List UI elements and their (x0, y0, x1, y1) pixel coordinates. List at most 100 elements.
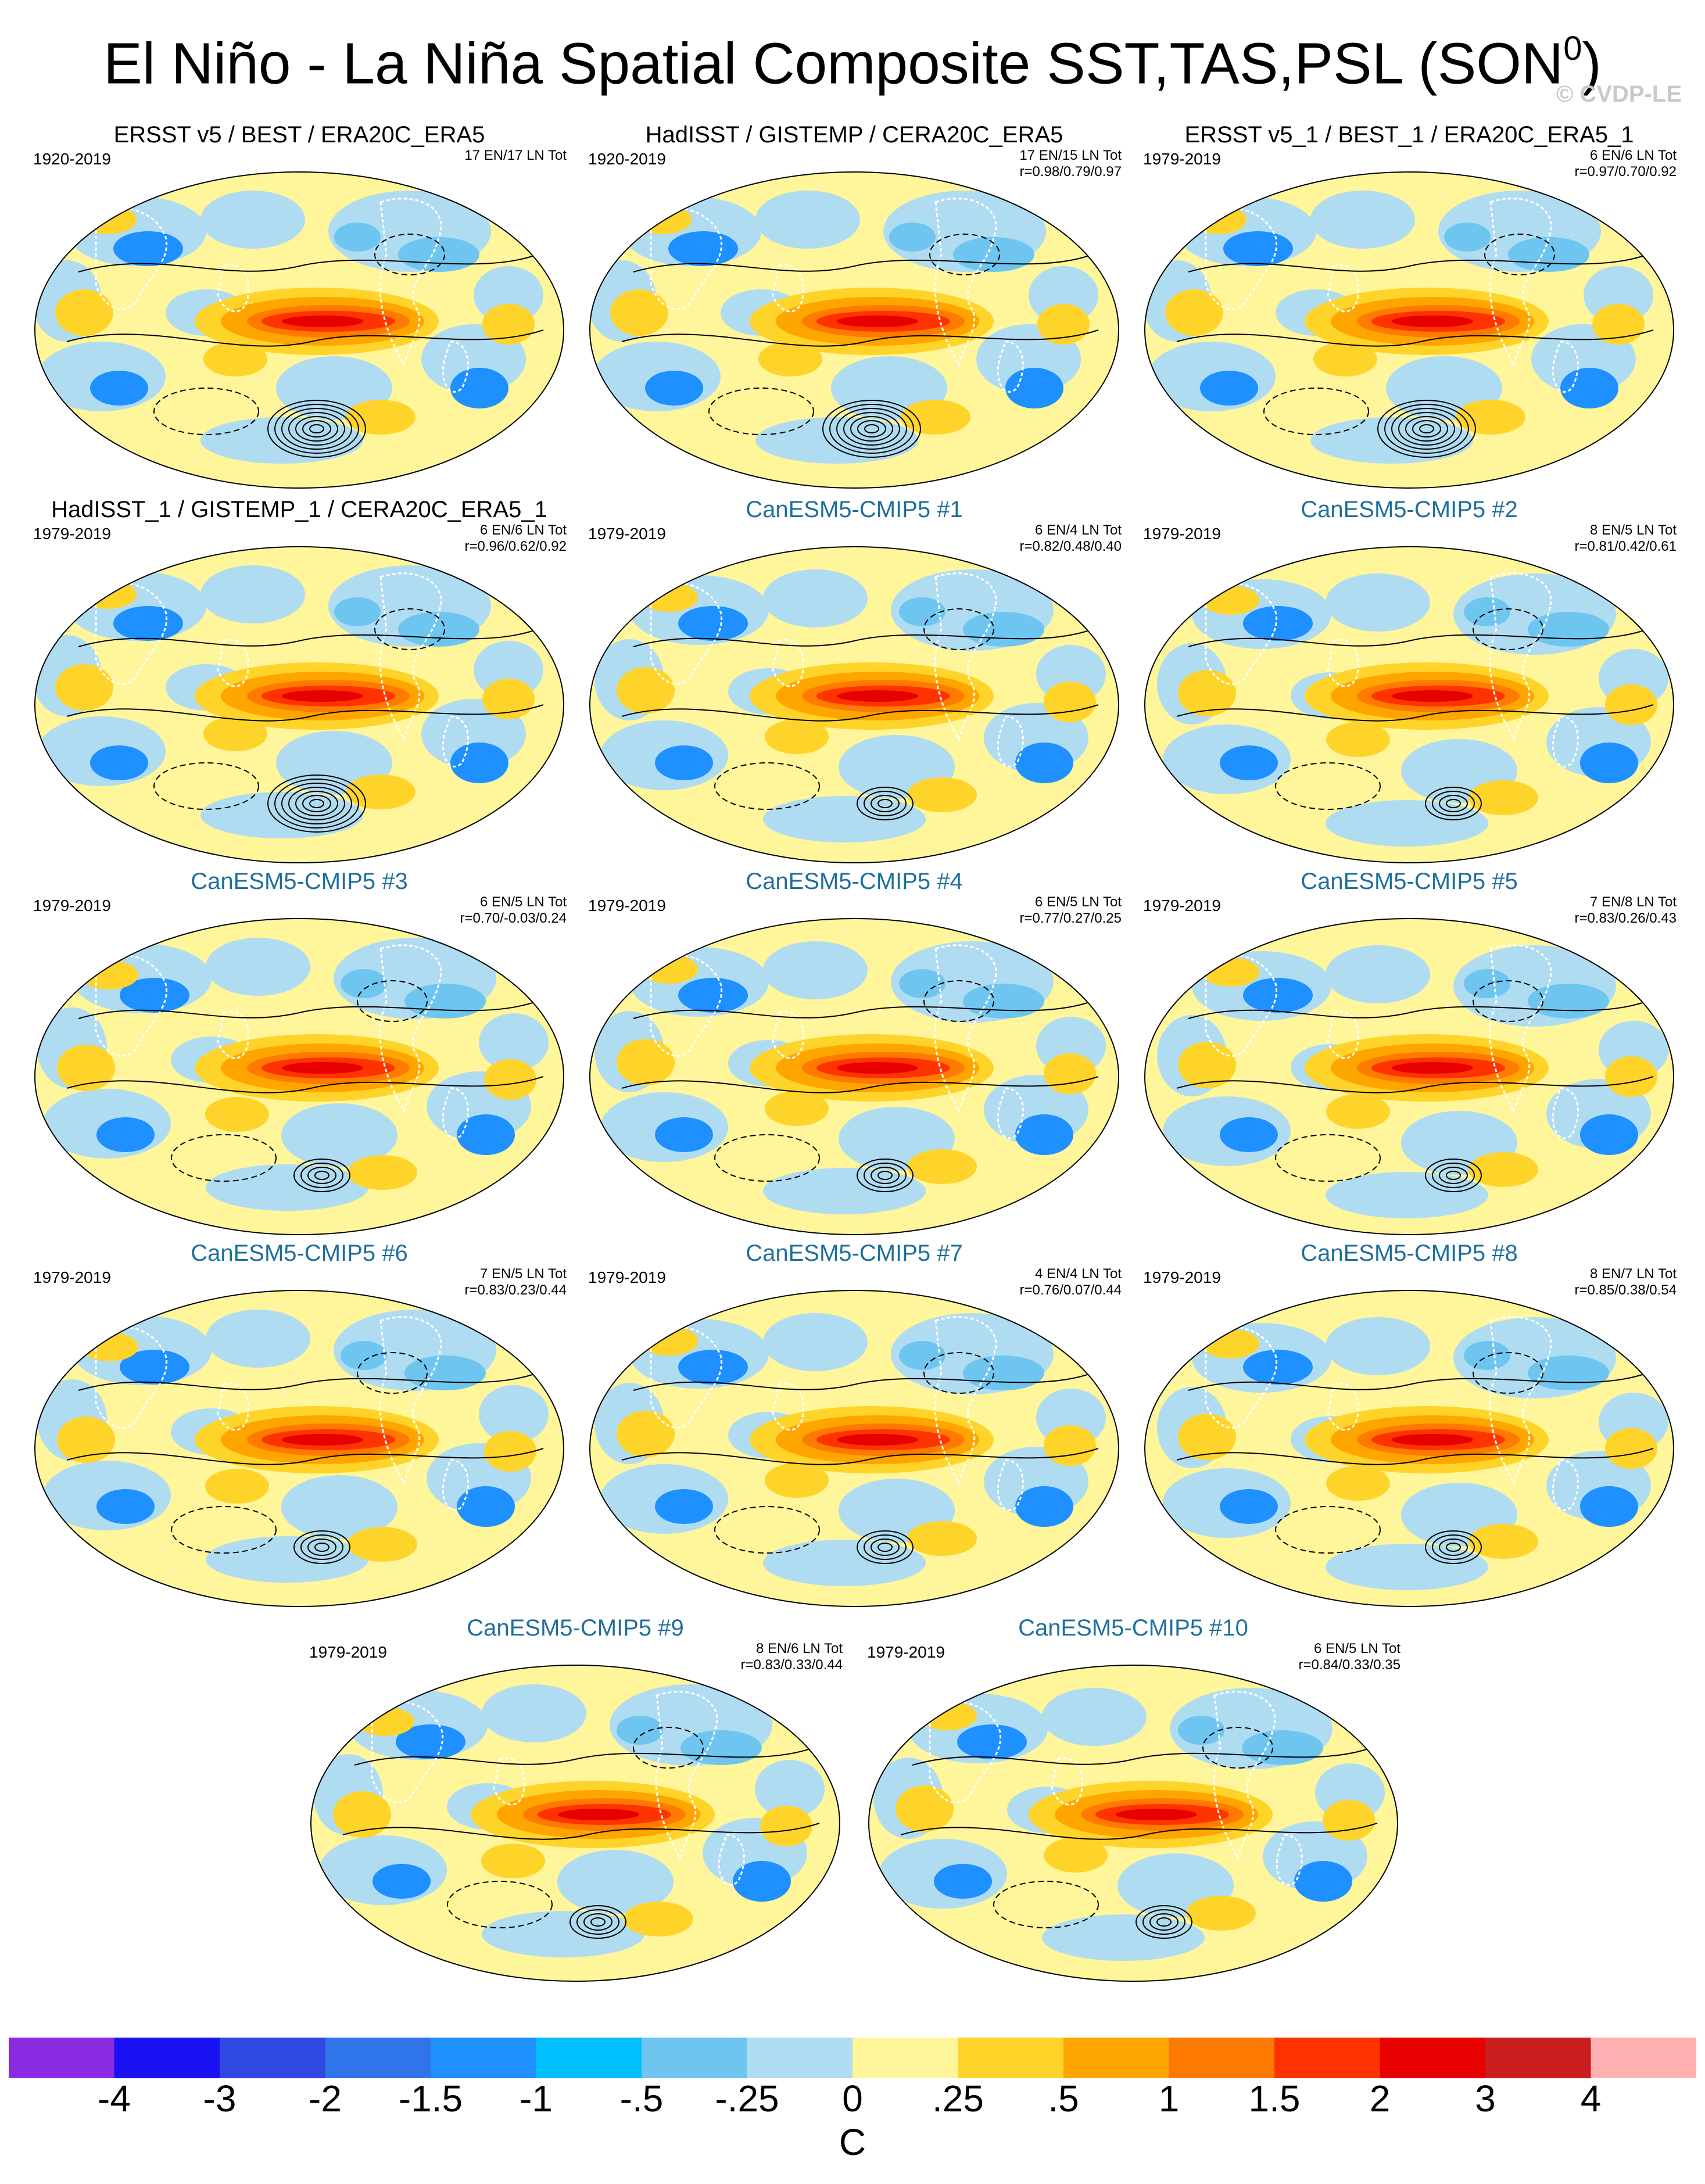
panel-stats: 6 EN/6 LN Tot r=0.96/0.62/0.92 (465, 522, 567, 555)
colorbar-tick-label: 4 (1580, 2078, 1602, 2120)
panel-stats: 6 EN/5 LN Tot r=0.84/0.33/0.35 (1299, 1641, 1400, 1673)
panel-stats: 4 EN/4 LN Tot r=0.76/0.07/0.44 (1020, 1266, 1122, 1299)
composite-map (868, 1665, 1398, 1982)
colorbar-units: C (839, 2121, 866, 2163)
panel-title: HadISST / GISTEMP / CERA20C_ERA5 (645, 122, 1063, 148)
event-count: 8 EN/7 LN Tot (1590, 1266, 1677, 1282)
composite-map (589, 918, 1119, 1235)
event-count: 6 EN/4 LN Tot (1035, 522, 1122, 538)
colorbar-swatch (325, 2038, 431, 2078)
colorbar-tick-label: -4 (98, 2078, 131, 2120)
panel-years: 1979-2019 (588, 525, 666, 543)
panel-stats: 6 EN/5 LN Tot r=0.70/-0.03/0.24 (460, 894, 567, 927)
panel-years: 1979-2019 (588, 896, 666, 915)
panel-years: 1979-2019 (33, 896, 111, 915)
pattern-correlation: r=0.82/0.48/0.40 (1019, 539, 1122, 554)
colorbar-swatch (852, 2038, 958, 2078)
panel-title: CanESM5-CMIP5 #3 (191, 869, 408, 894)
panel-years: 1979-2019 (33, 1268, 111, 1286)
panel-years: 1979-2019 (867, 1643, 945, 1661)
colorbar-tick-label: 0 (842, 2078, 863, 2120)
composite-map (589, 546, 1119, 863)
panel-years: 1979-2019 (1143, 150, 1221, 168)
map-panel: CanESM5-CMIP5 #5 1979-2019 7 EN/8 LN Tot r=… (1136, 869, 1682, 1240)
watermark: © CVDP-LE (1556, 81, 1682, 107)
composite-map (34, 1290, 564, 1607)
pattern-correlation: r=0.83/0.33/0.44 (740, 1657, 843, 1673)
pattern-correlation: r=0.96/0.62/0.92 (464, 539, 567, 554)
map-panel: ERSST v5_1 / BEST_1 / ERA20C_ERA5_1 1979-… (1136, 122, 1682, 494)
colorbar (9, 2038, 1696, 2078)
event-count: 6 EN/5 LN Tot (480, 894, 567, 910)
composite-map (1144, 546, 1674, 863)
panel-title: CanESM5-CMIP5 #10 (1018, 1615, 1248, 1641)
map-panel: CanESM5-CMIP5 #8 1979-2019 8 EN/7 LN Tot r=… (1136, 1240, 1682, 1612)
event-count: 7 EN/8 LN Tot (1590, 894, 1677, 910)
panel-years: 1979-2019 (588, 1268, 666, 1286)
panel-stats: 8 EN/5 LN Tot r=0.81/0.42/0.61 (1575, 522, 1677, 555)
colorbar-tick-label: .5 (1048, 2078, 1079, 2120)
panel-title: CanESM5-CMIP5 #6 (191, 1240, 408, 1266)
pattern-correlation: r=0.70/-0.03/0.24 (460, 910, 567, 926)
colorbar-tick-label: -2 (309, 2078, 342, 2120)
colorbar-tick-label: 2 (1369, 2078, 1391, 2120)
panel-title: CanESM5-CMIP5 #7 (746, 1240, 963, 1266)
figure-title: El Niño - La Niña Spatial Composite SST,… (103, 30, 1602, 96)
panel-stats: 6 EN/6 LN Tot r=0.97/0.70/0.92 (1575, 148, 1677, 180)
panel-title: CanESM5-CMIP5 #4 (746, 869, 963, 894)
event-count: 6 EN/5 LN Tot (1314, 1641, 1400, 1656)
colorbar-tick-label: 3 (1475, 2078, 1496, 2120)
panel-title: CanESM5-CMIP5 #9 (467, 1615, 684, 1641)
colorbar-tick-label: -.25 (715, 2078, 779, 2120)
panel-stats: 7 EN/8 LN Tot r=0.83/0.26/0.43 (1575, 894, 1677, 927)
event-count: 17 EN/17 LN Tot (464, 148, 567, 163)
panel-years: 1920-2019 (33, 150, 111, 168)
composite-map (1144, 918, 1674, 1235)
colorbar-tick-label: .25 (932, 2078, 984, 2120)
colorbar-tick-label: -1.5 (398, 2078, 463, 2120)
map-panel: CanESM5-CMIP5 #2 1979-2019 8 EN/5 LN Tot r=… (1136, 497, 1682, 869)
colorbar-swatch (1169, 2038, 1275, 2078)
colorbar-tick-label: -1 (520, 2078, 553, 2120)
map-panel: HadISST_1 / GISTEMP_1 / CERA20C_ERA5_1 19… (26, 497, 572, 869)
colorbar-swatch (1063, 2038, 1169, 2078)
colorbar-labels: -4 -3 -2 -1.5 -1 -.5 -.25 0 .25 .5 1 1.5 2 3 4 (0, 2077, 1705, 2124)
event-count: 8 EN/6 LN Tot (756, 1641, 843, 1656)
colorbar-tick-label: 1 (1158, 2078, 1180, 2120)
event-count: 6 EN/6 LN Tot (480, 522, 567, 538)
composite-map (1144, 1290, 1674, 1607)
panel-stats: 6 EN/5 LN Tot r=0.77/0.27/0.25 (1020, 894, 1122, 927)
panel-stats: 6 EN/4 LN Tot r=0.82/0.48/0.40 (1020, 522, 1122, 555)
map-panel: CanESM5-CMIP5 #6 1979-2019 7 EN/5 LN Tot r=… (26, 1240, 572, 1612)
pattern-correlation: r=0.83/0.23/0.44 (464, 1282, 567, 1298)
map-panel: CanESM5-CMIP5 #10 1979-2019 6 EN/5 LN Tot r… (860, 1615, 1406, 1987)
event-count: 6 EN/6 LN Tot (1590, 148, 1677, 163)
panel-stats: 17 EN/17 LN Tot (464, 148, 567, 164)
panel-title: HadISST_1 / GISTEMP_1 / CERA20C_ERA5_1 (51, 497, 547, 522)
map-panel: CanESM5-CMIP5 #1 1979-2019 6 EN/4 LN Tot r=… (581, 497, 1127, 869)
panel-years: 1979-2019 (33, 525, 111, 543)
colorbar-swatch (958, 2038, 1064, 2078)
map-panel: ERSST v5 / BEST / ERA20C_ERA5 1920-2019 17… (26, 122, 572, 494)
colorbar-swatch (536, 2038, 642, 2078)
colorbar-swatch (1485, 2038, 1591, 2078)
panel-stats: 7 EN/5 LN Tot r=0.83/0.23/0.44 (465, 1266, 567, 1299)
colorbar-swatch (114, 2038, 220, 2078)
map-panel: HadISST / GISTEMP / CERA20C_ERA5 1920-201… (581, 122, 1127, 494)
pattern-correlation: r=0.85/0.38/0.54 (1574, 1282, 1677, 1298)
panel-title: CanESM5-CMIP5 #2 (1301, 497, 1518, 522)
event-count: 7 EN/5 LN Tot (480, 1266, 567, 1282)
composite-map (34, 546, 564, 863)
panel-title: CanESM5-CMIP5 #1 (746, 497, 963, 522)
pattern-correlation: r=0.84/0.33/0.35 (1298, 1657, 1400, 1673)
map-panel: CanESM5-CMIP5 #9 1979-2019 8 EN/6 LN Tot r=… (302, 1615, 848, 1987)
pattern-correlation: r=0.83/0.26/0.43 (1574, 910, 1677, 926)
pattern-correlation: r=0.97/0.70/0.92 (1574, 164, 1677, 180)
map-panel: CanESM5-CMIP5 #3 1979-2019 6 EN/5 LN Tot r=… (26, 869, 572, 1240)
panel-years: 1979-2019 (1143, 525, 1221, 543)
panel-stats: 8 EN/6 LN Tot r=0.83/0.33/0.44 (741, 1641, 843, 1673)
panel-title: CanESM5-CMIP5 #8 (1301, 1240, 1518, 1266)
colorbar-swatch (1274, 2038, 1380, 2078)
event-count: 17 EN/15 LN Tot (1019, 148, 1122, 163)
colorbar-swatch (1380, 2038, 1486, 2078)
